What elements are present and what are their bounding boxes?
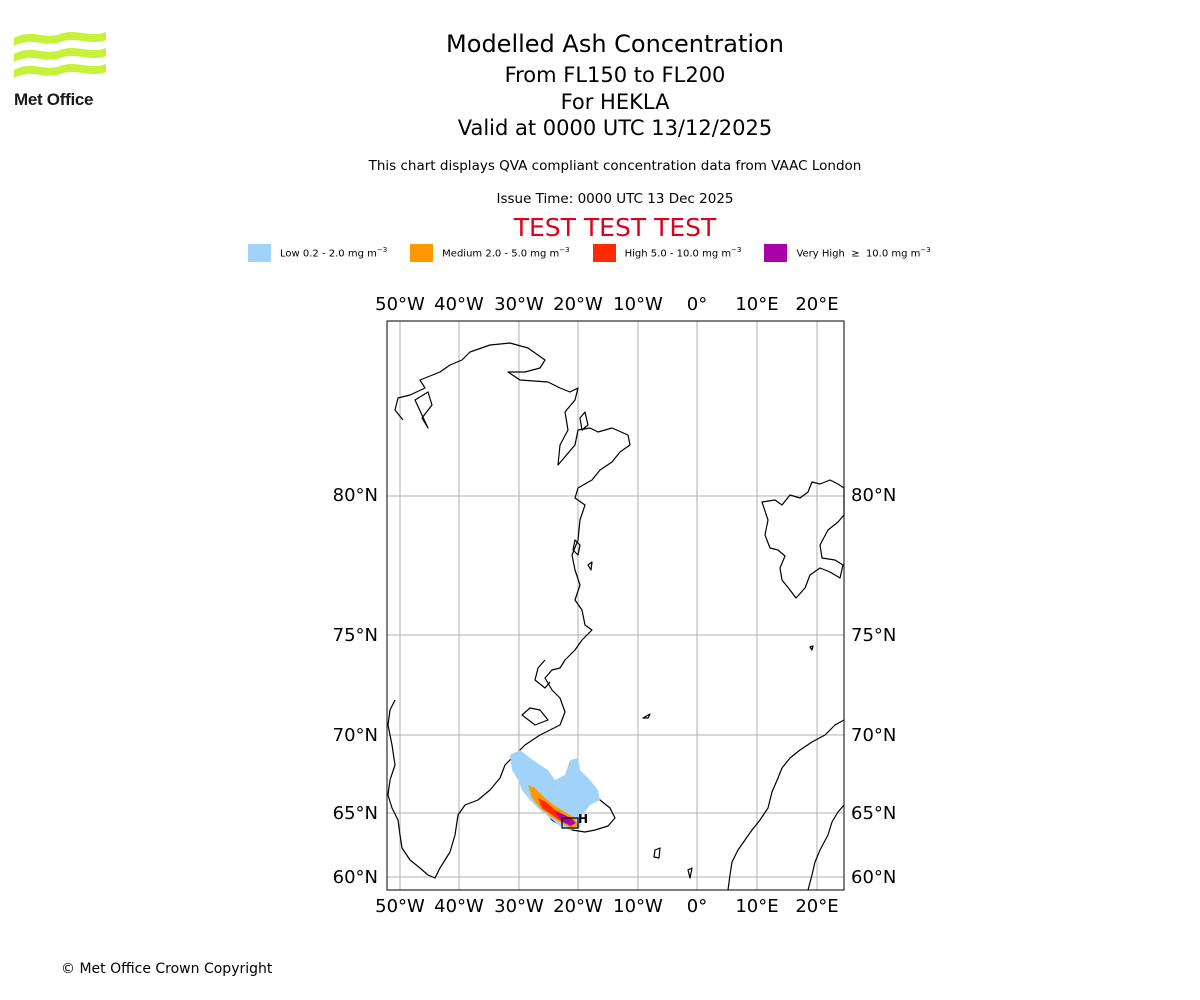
lat-label-left: 65°N: [333, 803, 378, 824]
greenland-island-3: [572, 539, 581, 556]
greenland-island-2: [414, 391, 433, 429]
lon-label-bottom: 10°W: [613, 896, 663, 917]
ash-cloud: [510, 750, 600, 830]
lon-label-bottom: 20°W: [553, 896, 603, 917]
chart-title: Modelled Ash Concentration: [446, 30, 784, 58]
lon-labels-top: 50°W 40°W 30°W 20°W 10°W 0° 10°E 20°E: [375, 294, 838, 315]
lon-label-top: 10°W: [613, 294, 663, 315]
volcano-name: For HEKLA: [560, 90, 670, 114]
map-frame: [386, 320, 845, 891]
greenland-fjord-1: [534, 659, 551, 689]
legend-label-medium: Medium 2.0 - 5.0 mg m−3: [442, 246, 570, 260]
met-office-waves-icon: [14, 32, 106, 78]
legend-swatch-high: [592, 244, 616, 262]
map-gridlines: [387, 321, 844, 890]
lat-label-right: 60°N: [851, 867, 896, 888]
lat-label-left: 80°N: [333, 485, 378, 506]
met-office-logo-text: Met Office: [14, 90, 94, 109]
legend-swatch-medium: [410, 244, 434, 262]
legend-label-high: High 5.0 - 10.0 mg m−3: [624, 246, 742, 260]
norway-coast: [727, 719, 845, 891]
lon-label-bottom: 20°E: [795, 896, 838, 917]
lon-label-top: 20°W: [553, 294, 603, 315]
flight-levels: From FL150 to FL200: [504, 63, 726, 87]
lat-label-right: 65°N: [851, 803, 896, 824]
valid-time: Valid at 0000 UTC 13/12/2025: [457, 116, 773, 140]
lon-label-top: 10°E: [735, 294, 778, 315]
greenland-island-4: [587, 561, 593, 571]
legend-swatch-very-high: [764, 244, 788, 262]
lon-label-top: 40°W: [434, 294, 484, 315]
volcano-marker-box: [561, 817, 579, 829]
lat-label-left: 70°N: [333, 725, 378, 746]
legend-item-medium: Medium 2.0 - 5.0 mg m−3: [410, 244, 570, 262]
lon-label-top: 20°E: [795, 294, 838, 315]
lat-labels-right: 80°N 75°N 70°N 65°N 60°N: [851, 485, 896, 888]
legend-item-low: Low 0.2 - 2.0 mg m−3: [248, 244, 387, 262]
faroe-coast: [653, 847, 661, 859]
lon-label-bottom: 0°: [687, 896, 707, 917]
lon-label-top: 50°W: [375, 294, 425, 315]
lat-label-right: 80°N: [851, 485, 896, 506]
greenland-fjord-2: [521, 707, 549, 726]
volcano-marker: H: [578, 812, 588, 826]
lon-labels-bottom: 50°W 40°W 30°W 20°W 10°W 0° 10°E 20°E: [375, 896, 838, 917]
greenland-coast: [387, 342, 631, 879]
greenland-island-1: [579, 411, 589, 431]
met-office-logo: Met Office: [14, 30, 110, 110]
lon-label-bottom: 50°W: [375, 896, 425, 917]
lat-labels-left: 80°N 75°N 70°N 65°N 60°N: [333, 485, 378, 888]
copyright: © Met Office Crown Copyright: [61, 961, 273, 977]
lon-label-bottom: 30°W: [494, 896, 544, 917]
lon-label-top: 30°W: [494, 294, 544, 315]
jan-mayen-coast: [642, 713, 651, 719]
issue-time: Issue Time: 0000 UTC 13 Dec 2025: [496, 191, 734, 207]
lat-label-left: 75°N: [333, 625, 378, 646]
legend-item-high: High 5.0 - 10.0 mg m−3: [592, 244, 742, 262]
coastlines: [387, 342, 845, 891]
test-banner: TEST TEST TEST: [513, 213, 717, 242]
legend-label-low: Low 0.2 - 2.0 mg m−3: [280, 246, 388, 260]
ash-very-high-region: [555, 812, 576, 826]
lat-label-right: 75°N: [851, 625, 896, 646]
bear-island-coast: [809, 645, 814, 651]
sweden-coast: [807, 804, 845, 891]
lon-label-bottom: 40°W: [434, 896, 484, 917]
legend-swatch-low: [248, 244, 271, 262]
chart-description: This chart displays QVA compliant concen…: [368, 158, 862, 174]
concentration-legend: Low 0.2 - 2.0 mg m−3 Medium 2.0 - 5.0 mg…: [248, 244, 931, 262]
lat-label-right: 70°N: [851, 725, 896, 746]
ash-low-region: [510, 750, 600, 830]
legend-label-very-high: Very High ≥ 10.0 mg m−3: [796, 246, 931, 260]
svalbard-coast: [761, 479, 845, 599]
lon-label-top: 0°: [687, 294, 707, 315]
lon-label-bottom: 10°E: [735, 896, 778, 917]
shetland-coast: [687, 867, 693, 879]
legend-item-very-high: Very High ≥ 10.0 mg m−3: [764, 244, 931, 262]
lat-label-left: 60°N: [333, 867, 378, 888]
